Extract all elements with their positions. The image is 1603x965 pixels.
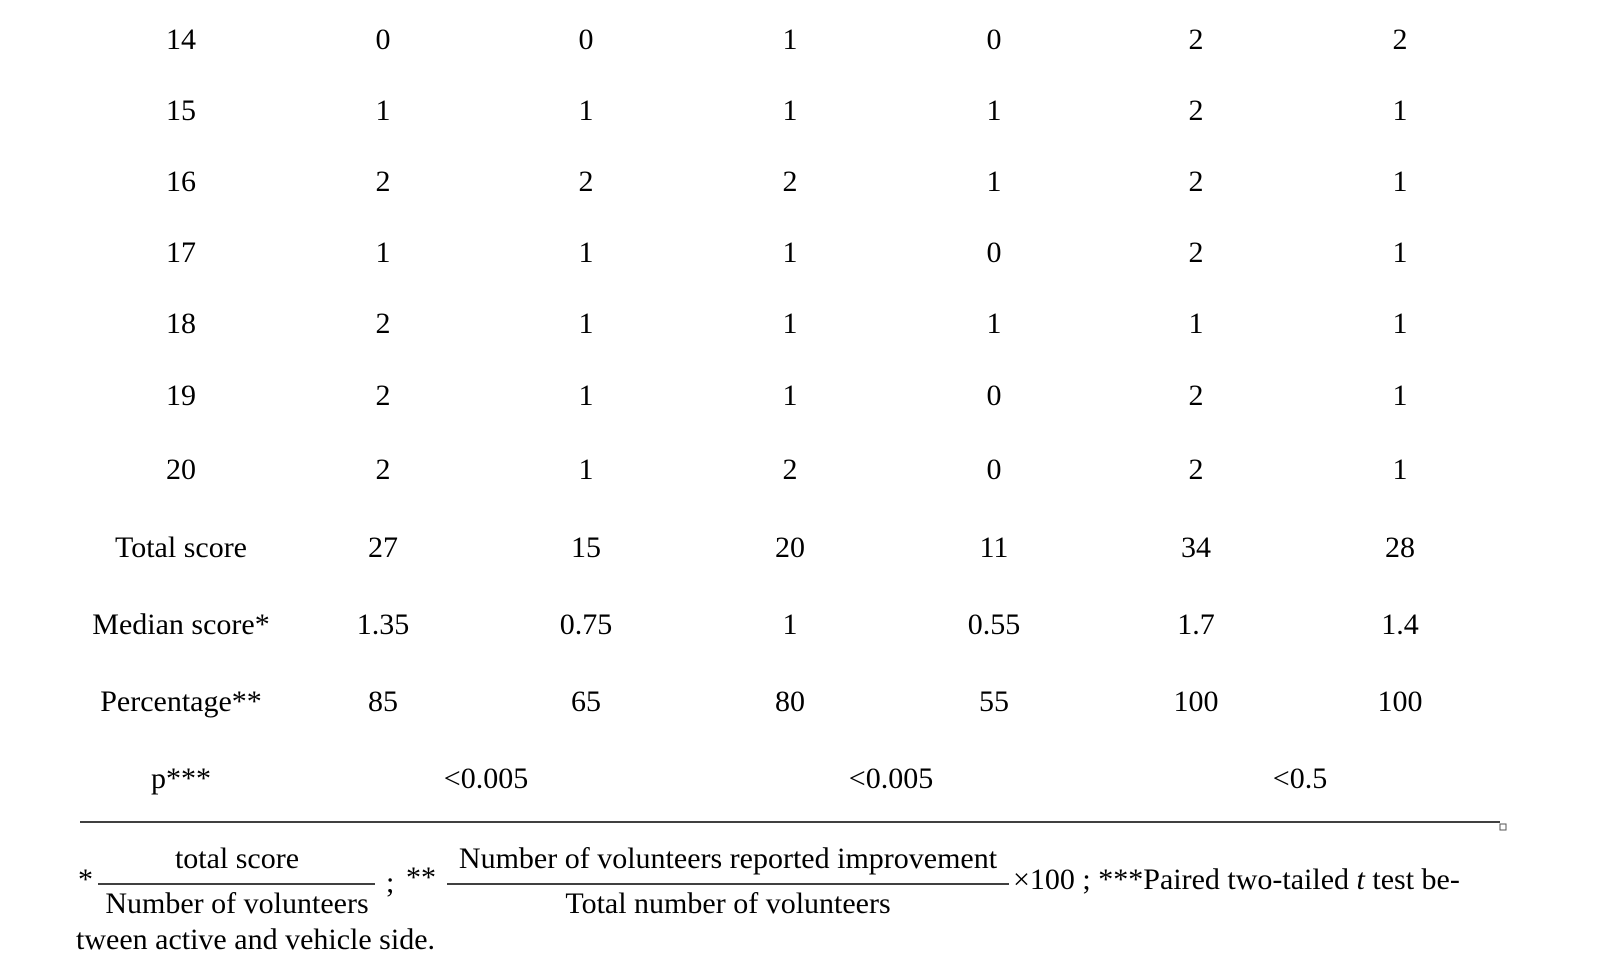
table-cell: 2 — [783, 453, 798, 486]
table-cell: 28 — [1385, 531, 1415, 564]
table-cell: 1 — [1393, 379, 1408, 412]
fraction-numerator: total score — [175, 842, 299, 875]
table-cell: 100 — [1174, 685, 1219, 718]
fraction-numerator: Number of volunteers reported improvemen… — [459, 842, 998, 875]
table-cell: 0.55 — [968, 608, 1021, 641]
row-label: 14 — [166, 23, 196, 56]
row-label: Total score — [115, 531, 247, 564]
table-cell: 1.4 — [1381, 608, 1419, 641]
table-cell: 2 — [376, 453, 391, 486]
table-cell: 80 — [775, 685, 805, 718]
fraction-denominator: Total number of volunteers — [565, 887, 890, 920]
table-cell: 85 — [368, 685, 398, 718]
table-cell: 0 — [987, 453, 1002, 486]
table-cell: 1 — [783, 379, 798, 412]
footnote-text: tween active and vehicle side. — [76, 923, 435, 956]
table-cell: 0 — [579, 23, 594, 56]
table-cell: 2 — [376, 307, 391, 340]
footnote-text: test be- — [1372, 863, 1459, 896]
footnote-marker: * — [78, 863, 93, 896]
row-label: 20 — [166, 453, 196, 486]
table-cell: 1 — [1393, 236, 1408, 269]
table-cell: 2 — [783, 165, 798, 198]
table-cell: 1 — [376, 94, 391, 127]
table-cell: 1 — [579, 94, 594, 127]
table-cell: 1 — [783, 23, 798, 56]
separator: ; — [1082, 863, 1090, 896]
table-cell: <0.005 — [444, 762, 528, 795]
table-cell: 2 — [1189, 453, 1204, 486]
table-cell: 27 — [368, 531, 398, 564]
table-cell: 1 — [579, 453, 594, 486]
table-cell: 0.75 — [560, 608, 613, 641]
table-cell: 1 — [783, 608, 798, 641]
table-cell: 1 — [579, 236, 594, 269]
table-cell: 1 — [376, 236, 391, 269]
table-cell: 1 — [579, 379, 594, 412]
fraction-denominator: Number of volunteers — [105, 887, 368, 920]
table-cell: 1 — [1393, 453, 1408, 486]
table-cell: 2 — [376, 165, 391, 198]
row-label: 17 — [166, 236, 196, 269]
row-label: 16 — [166, 165, 196, 198]
table-cell: 1 — [987, 165, 1002, 198]
table-cell: 0 — [987, 379, 1002, 412]
table-cell: 1 — [1189, 307, 1204, 340]
footnote-text: ***Paired two-tailed — [1098, 863, 1349, 896]
table-cell: 1 — [783, 236, 798, 269]
table-cell: 15 — [571, 531, 601, 564]
table-cell: 2 — [1189, 379, 1204, 412]
table-cell: 1 — [783, 94, 798, 127]
table-cell: 2 — [579, 165, 594, 198]
table-cell: 100 — [1378, 685, 1423, 718]
table-cell: 1.35 — [357, 608, 410, 641]
table-cell: 1 — [783, 307, 798, 340]
table-cell: 0 — [987, 23, 1002, 56]
row-label: Percentage** — [100, 685, 262, 718]
table-cell: 1 — [987, 307, 1002, 340]
table-cell: 65 — [571, 685, 601, 718]
table-cell: 1 — [1393, 94, 1408, 127]
table-cell: 1 — [987, 94, 1002, 127]
table-cell: 1 — [579, 307, 594, 340]
table-cell: 1 — [1393, 165, 1408, 198]
table-cell: 1 — [1393, 307, 1408, 340]
table-cell: 2 — [376, 379, 391, 412]
table-cell: 34 — [1181, 531, 1211, 564]
table-cell: 55 — [979, 685, 1009, 718]
footnote-text: ×100 ; ***Paired two-tailed t test be- — [1013, 863, 1460, 896]
table-cell: 1.7 — [1177, 608, 1215, 641]
row-label: 18 — [166, 307, 196, 340]
table-cell: 2 — [1189, 23, 1204, 56]
row-label: Median score* — [92, 608, 269, 641]
table-cell: <0.005 — [849, 762, 933, 795]
separator: ; — [386, 866, 394, 899]
footnote-marker: ** — [406, 861, 436, 894]
table-cell: 11 — [980, 531, 1009, 564]
row-label: 19 — [166, 379, 196, 412]
italic-t: t — [1357, 863, 1366, 896]
multiplier: ×100 — [1013, 863, 1075, 896]
table-cell: 20 — [775, 531, 805, 564]
table-cell: 2 — [1393, 23, 1408, 56]
row-label: p*** — [151, 762, 211, 795]
table-cell: 2 — [1189, 94, 1204, 127]
footnote: * total score Number of volunteers ; ** … — [76, 842, 1460, 956]
row-label: 15 — [166, 94, 196, 127]
table-cell: <0.5 — [1273, 762, 1327, 795]
table-cell: 2 — [1189, 236, 1204, 269]
table-cell: 2 — [1189, 165, 1204, 198]
resize-handle — [1499, 823, 1507, 831]
table-cell: 0 — [987, 236, 1002, 269]
table-cell: 0 — [376, 23, 391, 56]
